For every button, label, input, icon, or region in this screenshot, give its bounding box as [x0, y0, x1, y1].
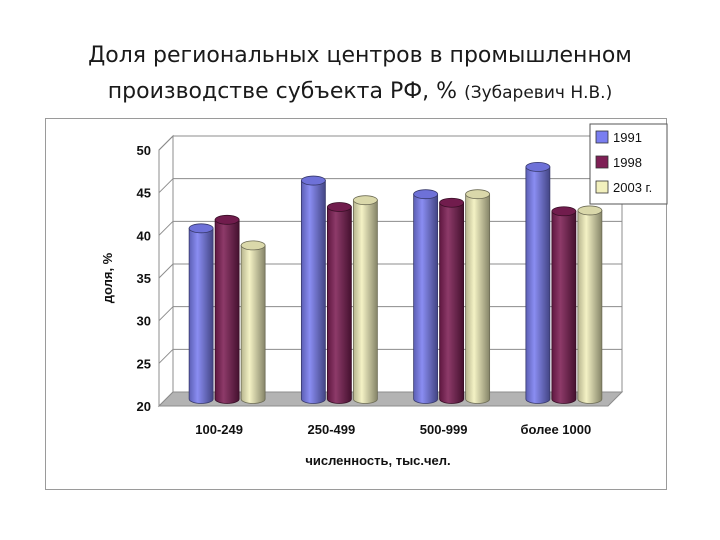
x-tick-label: 250-499 — [308, 422, 356, 437]
bar-top — [525, 161, 551, 172]
title-line-1: Доля региональных центров в промышленном — [88, 43, 632, 68]
bar-body — [577, 210, 603, 404]
gridline-side — [158, 263, 174, 279]
gridline-side — [158, 178, 174, 194]
y-tick-label: 50 — [137, 143, 151, 158]
bar-top — [413, 189, 439, 200]
bar-body — [188, 227, 214, 404]
bar-body — [240, 245, 266, 404]
title-line-2-text: производстве субъекта РФ, % — [107, 79, 458, 104]
bar-top — [439, 197, 465, 208]
bar-body — [300, 180, 326, 404]
slide-title: Доля региональных центров в промышленном… — [0, 38, 720, 111]
x-tick-label: 500-999 — [420, 422, 468, 437]
x-tick-label: 100-249 — [195, 422, 243, 437]
y-axis-title: доля, % — [100, 252, 115, 303]
bar — [525, 161, 551, 404]
bar-body — [465, 193, 491, 404]
legend-label: 1998 — [613, 155, 642, 170]
bar-top — [214, 214, 240, 225]
x-tick-label: более 1000 — [521, 422, 592, 437]
title-source: (Зубаревич Н.В.) — [464, 83, 613, 103]
legend-swatch — [595, 180, 609, 194]
bar-top — [465, 189, 491, 200]
bar — [551, 206, 577, 404]
bar-body — [326, 206, 352, 404]
bar-top — [352, 195, 378, 206]
y-tick-label: 25 — [137, 356, 151, 371]
title-line-2: производстве субъекта РФ, % (Зубаревич Н… — [0, 74, 720, 111]
bar-top — [188, 223, 214, 234]
bar-body — [525, 166, 551, 404]
bar-body — [439, 202, 465, 404]
bar-top — [326, 202, 352, 212]
legend-label: 1991 — [613, 130, 642, 145]
gridline-side — [158, 135, 174, 151]
y-tick-label: 35 — [137, 271, 151, 286]
y-tick-label: 40 — [137, 228, 151, 243]
gridline-side — [158, 306, 174, 322]
bar — [188, 223, 214, 404]
legend-swatch — [595, 130, 609, 144]
bar — [326, 202, 352, 404]
bar-body — [214, 219, 240, 404]
bar-top — [240, 240, 266, 251]
bar-body — [352, 199, 378, 404]
legend-swatch — [595, 155, 609, 169]
x-axis-title: численность, тыс.чел. — [305, 453, 450, 468]
bar — [577, 205, 603, 404]
bar-top — [551, 206, 577, 217]
bar-body — [551, 210, 577, 404]
bar — [352, 195, 378, 404]
x-tick-labels: 100-249 250-499 500-999 более 1000 — [195, 422, 591, 437]
bar — [214, 214, 240, 404]
bar — [240, 240, 266, 404]
bar-top — [300, 175, 326, 186]
gridline-side — [158, 348, 174, 364]
legend: 1991 1998 2003 г. — [589, 123, 668, 205]
legend-label: 2003 г. — [613, 180, 652, 195]
bar-top — [577, 205, 603, 216]
bar — [465, 189, 491, 404]
y-tick-label: 20 — [137, 399, 151, 414]
y-tick-label: 30 — [137, 314, 151, 329]
y-tick-labels: 20 25 30 35 40 45 50 — [137, 143, 151, 414]
y-tick-label: 45 — [137, 186, 151, 201]
bar — [439, 197, 465, 404]
bar — [413, 189, 439, 404]
bar-body — [413, 193, 439, 404]
bars — [188, 161, 603, 404]
bar — [300, 175, 326, 404]
gridline-side — [158, 220, 174, 236]
